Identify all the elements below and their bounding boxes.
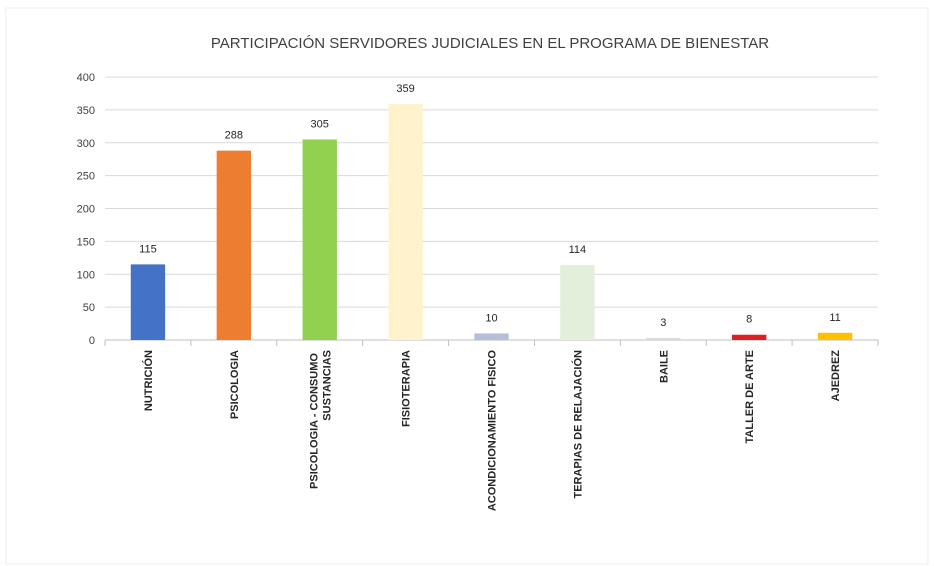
value-label: 114 [569,244,587,256]
x-tick-label: AJEDREZ [830,350,842,402]
y-tick-label: 0 [89,335,95,347]
bar [731,334,767,340]
y-tick-label: 200 [77,204,95,216]
x-tick-label-group: BAILE [658,350,670,383]
bar [817,332,853,340]
value-label: 115 [139,243,157,255]
x-tick-label-group: PSICOLOGIA [229,350,241,419]
bar [388,103,423,341]
value-label: 10 [485,312,497,324]
value-label: 3 [660,317,666,329]
value-label: 8 [746,314,752,326]
x-tick-label: FISIOTERAPIA [401,350,413,427]
x-tick-label-group: FISIOTERAPIA [401,350,413,427]
x-tick-label: TERAPIAS DE RELAJACIÓN [571,350,584,499]
x-tick-label: NUTRICIÓN [142,350,155,411]
x-tick-label-group: TERAPIAS DE RELAJACIÓN [571,350,584,499]
bar [216,150,252,340]
x-tick-label: PSICOLOGIA - CONSUMO SUSTANCIAS [309,350,334,489]
x-tick-label-group: ACONDICIONAMIENTO FISICO [487,350,499,512]
x-tick-label: ACONDICIONAMIENTO FISICO [487,350,499,512]
bar [474,333,509,340]
y-tick-label: 300 [77,138,95,150]
y-tick-label: 100 [77,269,95,281]
y-tick-label: 400 [77,72,95,84]
x-tick-label: PSICOLOGIA [229,350,241,419]
value-label: 305 [311,118,329,130]
bar [560,265,595,340]
y-tick-label: 50 [83,302,95,314]
y-tick-label: 350 [77,105,95,117]
x-tick-label: TALLER DE ARTE [744,350,756,444]
chart-title: PARTICIPACIÓN SERVIDORES JUDICIALES EN E… [211,35,769,52]
x-tick-label-group: AJEDREZ [830,350,842,402]
x-tick-label-group: PSICOLOGIA - CONSUMO SUSTANCIAS [309,350,334,489]
value-label: 288 [225,130,243,142]
x-tick-label-group: NUTRICIÓN [142,350,155,411]
y-tick-label: 250 [77,171,95,183]
bar [130,264,166,340]
value-label: 11 [829,312,840,324]
bar [302,139,337,340]
y-tick-label: 150 [77,236,95,248]
value-label: 359 [396,83,414,95]
x-tick-label-group: TALLER DE ARTE [744,350,756,444]
x-tick-label: BAILE [658,350,670,383]
bar [646,338,681,340]
